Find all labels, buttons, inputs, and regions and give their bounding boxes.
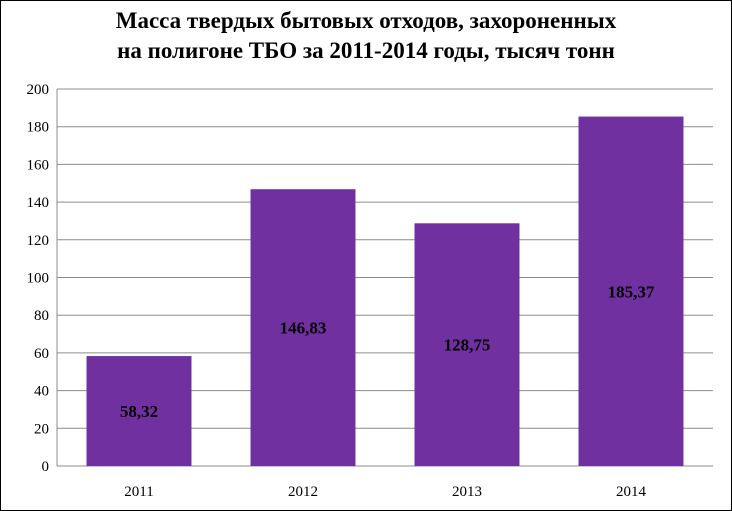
y-tick-label: 40 [34,384,49,400]
bar [578,116,684,467]
y-tick-label: 160 [27,157,50,173]
data-label: 146,83 [280,319,327,338]
y-tick-label: 20 [34,421,49,437]
chart-title-line-2: на полигоне ТБО за 2011-2014 годы, тысяч… [117,38,615,63]
y-tick-label: 140 [27,195,50,211]
data-label: 58,32 [120,402,158,421]
bar [250,189,356,466]
y-tick-label: 60 [34,346,49,362]
data-label: 185,37 [608,282,655,301]
chart-title-line-1: Масса твердых бытовых отходов, захоронен… [115,8,617,33]
x-tick-label: 2011 [124,484,153,500]
chart-title: Масса твердых бытовых отходов, захоронен… [0,6,732,66]
y-tick-label: 120 [27,233,50,249]
bar [414,223,520,466]
bar [86,356,192,466]
x-tick-label: 2013 [452,484,482,500]
y-tick-label: 180 [27,120,50,136]
x-tick-label: 2012 [288,484,318,500]
y-tick-label: 0 [42,459,50,475]
x-tick-label: 2014 [616,484,647,500]
y-tick-label: 200 [27,82,50,98]
y-tick-label: 100 [27,271,50,287]
y-tick-label: 80 [34,308,49,324]
data-label: 128,75 [444,336,491,355]
